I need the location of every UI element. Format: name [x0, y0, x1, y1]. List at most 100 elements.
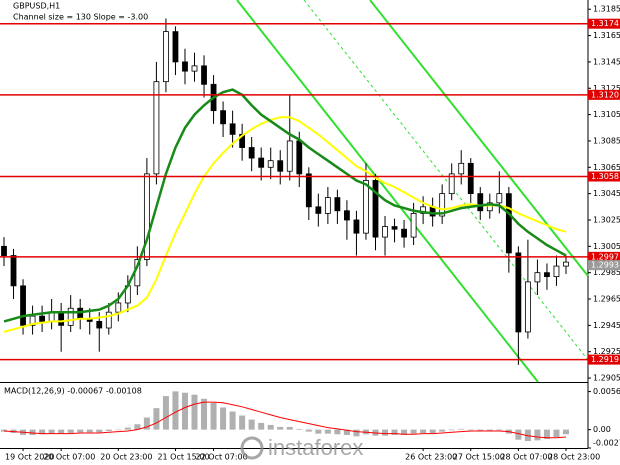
macd-bar: [563, 429, 569, 435]
candle-body: [163, 31, 169, 83]
y-tick-label: 1.2925: [593, 347, 620, 356]
x-tick-label: 19 Oct 2020: [5, 453, 54, 462]
candle-body: [248, 147, 255, 159]
channel-midline: [303, 0, 589, 361]
macd-bar: [553, 429, 560, 437]
level-label: 1.2919: [591, 355, 619, 364]
macd-bar: [96, 429, 103, 433]
macd-bar: [258, 422, 265, 430]
x-tick-label: 28 Oct 23:00: [548, 453, 600, 462]
moving-average: [3, 116, 567, 333]
y-tick-label: 1.3145: [593, 57, 620, 66]
macd-bar: [1, 429, 7, 432]
chart-title: GBPUSD,H1: [13, 2, 60, 11]
candle-body: [401, 228, 407, 238]
macd-bar: [353, 429, 360, 437]
candle-body: [143, 173, 150, 260]
candle-body: [448, 173, 455, 195]
candle-body: [391, 226, 398, 230]
y-tick-label: 1.3065: [593, 163, 620, 172]
candle-body: [524, 281, 531, 333]
level-label: 1.3120: [591, 90, 619, 99]
macd-bar: [467, 429, 474, 431]
candle-body: [20, 285, 26, 326]
candle-body: [201, 65, 207, 85]
macd-bar: [267, 424, 274, 430]
macd-bar: [420, 429, 427, 433]
candle-body: [353, 219, 360, 234]
level-label: 1.3174: [591, 19, 619, 28]
macd-signal: [3, 401, 567, 439]
macd-bar: [515, 429, 522, 440]
y-tick-label: 1.3125: [593, 84, 620, 93]
macd-bar: [448, 429, 455, 431]
candle-body: [58, 311, 65, 326]
candle-body: [410, 212, 417, 238]
macd-bar: [86, 429, 93, 433]
level-label-box: [588, 354, 620, 365]
y-tick-label: 1.3085: [593, 136, 620, 145]
candle-body: [324, 197, 331, 214]
candle-body: [496, 193, 503, 204]
macd-bar: [534, 429, 541, 441]
candle-body: [344, 210, 350, 221]
candle-body: [191, 65, 198, 72]
macd-title: MACD(12,26,9) -0.00067 -0.00108: [4, 387, 142, 396]
y-tick-label: 1.2905: [593, 374, 620, 383]
candle-body: [486, 202, 493, 212]
x-tick-label: 20 Oct 07:00: [43, 453, 95, 462]
level-label-box: [588, 171, 620, 182]
level-label-box: [588, 89, 620, 100]
candle-body: [439, 193, 446, 217]
candle-body: [553, 265, 560, 278]
candle-body: [534, 272, 541, 283]
macd-bar: [39, 429, 46, 435]
candle-body: [467, 162, 474, 195]
candle-body: [544, 272, 550, 278]
watermark-text: instaforex: [268, 435, 363, 460]
channel-line: [236, 0, 539, 383]
candle-body: [1, 245, 7, 256]
macd-bar: [334, 429, 341, 435]
macd-bar: [143, 417, 150, 430]
candle-body: [296, 140, 303, 175]
candle-body: [277, 160, 284, 172]
macd-bar: [29, 429, 36, 435]
candle-body: [105, 311, 112, 329]
candle-body: [182, 61, 188, 72]
content: 1.3185 1.3165 1.3145 1.3125 1.3105 1.3085 1.30…: [0, 5, 620, 462]
candle-body: [29, 315, 36, 326]
x-tick-label: 27 Oct 15:00: [453, 453, 505, 462]
x-tick-label: 22 Oct 07:00: [196, 453, 248, 462]
macd-bar: [277, 426, 284, 430]
macd-bar: [248, 419, 255, 430]
macd-bar: [315, 429, 322, 434]
macd-tick-label: -0.00274: [593, 439, 620, 448]
candle-body: [458, 162, 465, 175]
candle-body: [382, 226, 388, 238]
level-label-box: [588, 18, 620, 29]
macd-bar: [201, 398, 208, 430]
y-tick-label: 1.3185: [593, 5, 620, 14]
watermark: instaforex: [240, 435, 363, 460]
macd-bar: [477, 429, 484, 431]
y-tick-label: 1.3105: [593, 110, 620, 119]
macd-bar: [543, 429, 550, 440]
macd-bar: [429, 429, 436, 433]
candle-body: [363, 180, 369, 234]
macd-bar: [124, 427, 131, 430]
macd-tick-label: 0.00567: [593, 387, 620, 396]
candle-body: [420, 206, 427, 214]
candle-body: [229, 123, 236, 135]
macd-bar: [220, 407, 227, 430]
y-tick-label: 1.3165: [593, 31, 620, 40]
macd-bar: [439, 429, 446, 432]
candle-body: [153, 81, 160, 175]
macd-bar: [58, 429, 65, 434]
candle-body: [172, 31, 179, 63]
chart-subtitle: Channel size = 130 Slope = -3.00: [13, 13, 148, 22]
macd-bar: [210, 402, 217, 430]
candle-body: [515, 252, 522, 333]
candle-body: [334, 197, 341, 212]
